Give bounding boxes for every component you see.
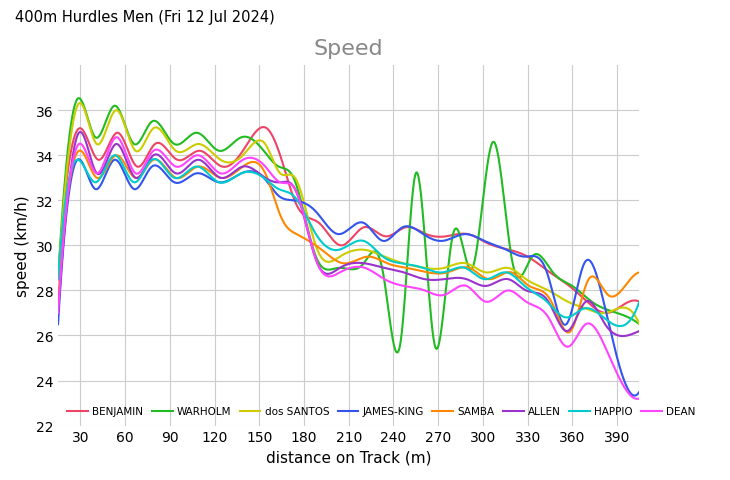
WARHOLM bbox=[393, 350, 402, 356]
BENJAMIN bbox=[602, 311, 610, 316]
SAMBA bbox=[76, 148, 85, 154]
Line: dos SANTOS: dos SANTOS bbox=[58, 104, 639, 324]
HAPPIO bbox=[111, 153, 120, 159]
dos SANTOS bbox=[289, 174, 298, 180]
JAMES-KING bbox=[74, 157, 83, 163]
JAMES-KING bbox=[453, 233, 462, 239]
dos SANTOS bbox=[507, 267, 516, 273]
DEAN bbox=[518, 297, 527, 302]
DEAN bbox=[507, 288, 516, 294]
Text: 400m Hurdles Men (Fri 12 Jul 2024): 400m Hurdles Men (Fri 12 Jul 2024) bbox=[15, 10, 274, 24]
DEAN bbox=[112, 135, 121, 141]
Line: HAPPIO: HAPPIO bbox=[58, 156, 639, 326]
SAMBA bbox=[518, 278, 527, 284]
dos SANTOS bbox=[54, 276, 63, 282]
ALLEN bbox=[518, 286, 527, 291]
JAMES-KING bbox=[289, 198, 298, 204]
JAMES-KING bbox=[114, 159, 123, 165]
X-axis label: distance on Track (m): distance on Track (m) bbox=[266, 450, 431, 465]
Line: BENJAMIN: BENJAMIN bbox=[58, 128, 639, 313]
BENJAMIN bbox=[635, 299, 644, 305]
BENJAMIN bbox=[507, 248, 516, 254]
dos SANTOS bbox=[114, 109, 123, 115]
Legend: BENJAMIN, WARHOLM, dos SANTOS, JAMES-KING, SAMBA, ALLEN, HAPPIO, DEAN: BENJAMIN, WARHOLM, dos SANTOS, JAMES-KIN… bbox=[64, 402, 699, 420]
DEAN bbox=[633, 396, 642, 402]
ALLEN bbox=[310, 253, 319, 259]
Line: SAMBA: SAMBA bbox=[58, 151, 639, 333]
WARHOLM bbox=[114, 106, 123, 112]
dos SANTOS bbox=[76, 101, 85, 107]
BENJAMIN bbox=[259, 125, 268, 131]
JAMES-KING bbox=[54, 322, 63, 327]
JAMES-KING bbox=[310, 208, 319, 214]
Line: ALLEN: ALLEN bbox=[58, 132, 639, 336]
HAPPIO bbox=[518, 281, 527, 287]
BENJAMIN bbox=[310, 218, 319, 224]
SAMBA bbox=[310, 242, 319, 248]
SAMBA bbox=[453, 266, 462, 272]
DEAN bbox=[310, 253, 319, 259]
Y-axis label: speed (km/h): speed (km/h) bbox=[15, 195, 30, 297]
dos SANTOS bbox=[453, 261, 462, 267]
ALLEN bbox=[507, 278, 516, 284]
WARHOLM bbox=[289, 176, 298, 181]
HAPPIO bbox=[114, 155, 123, 161]
SAMBA bbox=[54, 299, 63, 305]
SAMBA bbox=[114, 153, 123, 159]
BENJAMIN bbox=[453, 232, 462, 238]
ALLEN bbox=[618, 334, 627, 339]
BENJAMIN bbox=[54, 276, 63, 282]
Title: Speed: Speed bbox=[314, 39, 383, 59]
Line: JAMES-KING: JAMES-KING bbox=[58, 160, 639, 396]
HAPPIO bbox=[310, 229, 319, 235]
JAMES-KING bbox=[635, 389, 644, 395]
HAPPIO bbox=[289, 194, 298, 200]
WARHOLM bbox=[508, 260, 517, 266]
WARHOLM bbox=[454, 229, 463, 235]
Line: WARHOLM: WARHOLM bbox=[58, 99, 639, 353]
JAMES-KING bbox=[630, 393, 639, 399]
dos SANTOS bbox=[310, 240, 319, 246]
ALLEN bbox=[114, 142, 123, 148]
WARHOLM bbox=[74, 96, 83, 102]
HAPPIO bbox=[453, 265, 462, 271]
dos SANTOS bbox=[518, 274, 527, 280]
Line: DEAN: DEAN bbox=[58, 138, 639, 399]
SAMBA bbox=[507, 270, 516, 276]
SAMBA bbox=[289, 230, 298, 236]
ALLEN bbox=[289, 184, 298, 190]
BENJAMIN bbox=[289, 196, 298, 202]
WARHOLM bbox=[310, 251, 319, 257]
HAPPIO bbox=[616, 324, 625, 329]
JAMES-KING bbox=[518, 254, 527, 260]
ALLEN bbox=[453, 276, 462, 281]
JAMES-KING bbox=[507, 250, 516, 256]
SAMBA bbox=[564, 330, 573, 336]
ALLEN bbox=[54, 311, 63, 316]
HAPPIO bbox=[635, 299, 644, 305]
DEAN bbox=[114, 135, 123, 141]
HAPPIO bbox=[507, 272, 516, 278]
DEAN bbox=[289, 185, 298, 191]
SAMBA bbox=[635, 270, 644, 276]
ALLEN bbox=[76, 130, 85, 135]
DEAN bbox=[54, 311, 63, 316]
HAPPIO bbox=[54, 276, 63, 282]
WARHOLM bbox=[54, 276, 63, 282]
WARHOLM bbox=[635, 322, 644, 327]
WARHOLM bbox=[518, 271, 527, 277]
BENJAMIN bbox=[113, 131, 122, 136]
DEAN bbox=[453, 285, 462, 290]
dos SANTOS bbox=[635, 322, 644, 327]
ALLEN bbox=[635, 328, 644, 334]
BENJAMIN bbox=[518, 252, 527, 257]
DEAN bbox=[635, 396, 644, 402]
